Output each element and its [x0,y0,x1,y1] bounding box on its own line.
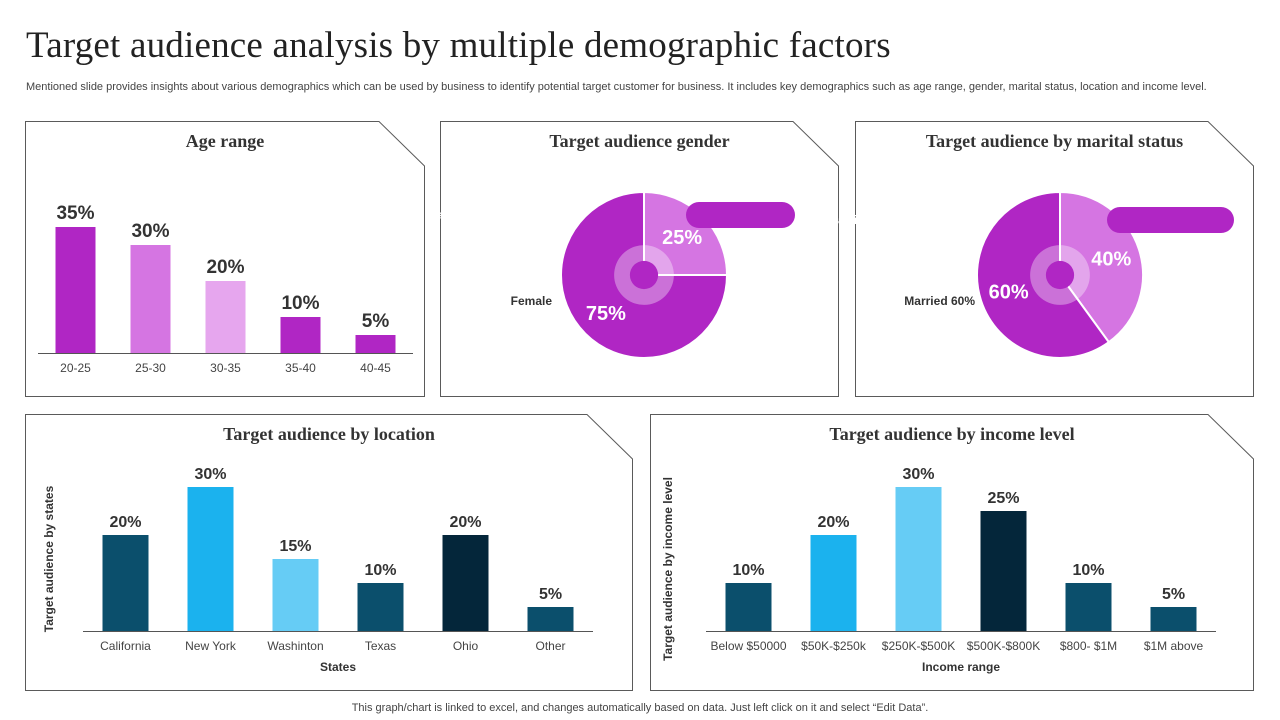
bar-value-label: 35% [56,203,94,224]
x-tick-label: 35-40 [285,361,316,375]
footer-note: This graph/chart is linked to excel, and… [351,702,929,714]
bar-value-label: 30% [131,221,169,242]
panel-frame [855,121,1254,397]
x-tick-label: Texas [365,639,396,653]
income-bar-chart: 10% Below $50000 20% $50K-$250k 30% $250K-$50… [661,466,1216,674]
age-range-bar-chart: 35% 20-25 30% 25-30 20% 30-35 10% 35-40 5% 40-45 [38,203,413,375]
pie-center-dot [1045,260,1075,290]
bar--800-1m [1065,583,1112,631]
bar-new-york [187,487,234,631]
bar-20-25 [55,227,96,353]
panel-frame [25,414,633,691]
panel-income: Target audience by income level 10% Below… [650,414,1254,691]
pie-slice-married [976,190,1111,359]
location-bar-chart: 20% California 30% New York 15% Washinton 10% T… [42,466,593,674]
bar-value-label: 20% [109,514,141,531]
x-tick-label: Other [535,639,565,653]
bar--50k-250k [810,535,857,631]
panel-marital-status: Target audience by marital status 40% 60%… [811,121,1254,397]
callout-label-first: Male [427,208,454,222]
panel-frame [440,121,839,397]
bar--500k-800k [980,511,1027,631]
callout-pill [1107,207,1234,233]
bar-25-30 [130,245,171,353]
x-tick-label: $1M above [1144,639,1204,653]
bar-value-label: 15% [279,538,311,555]
x-tick-label: 30-35 [210,361,241,375]
bar-value-label: 25% [987,490,1019,507]
y-axis-title: Target audience by income level [661,477,675,661]
pie-value-label: 60% [989,282,1029,304]
pie-value-label: 40% [1091,248,1131,270]
gender-pie-chart: 25% 75% Male Female [427,190,795,359]
x-axis-title: States [320,660,356,674]
bar-value-label: 10% [1072,562,1104,579]
x-tick-label: 40-45 [360,361,391,375]
x-tick-label: $250K-$500K [882,639,955,653]
pie-center-dot [629,260,659,290]
x-tick-label: 20-25 [60,361,91,375]
bar-value-label: 20% [817,514,849,531]
bar-value-label: 10% [281,293,319,314]
bar-value-label: 5% [539,586,562,603]
bar-value-label: 20% [206,257,244,278]
x-tick-label: California [100,639,151,653]
chart-title: Target audience gender [549,131,730,151]
x-tick-label: $50K-$250k [801,639,867,653]
bar-value-label: 10% [732,562,764,579]
callout-label-first: Unmarried 40% [811,213,899,227]
pie-slice-female [560,190,729,359]
panel-frame [650,414,1254,691]
bar--250k-500k [895,487,942,631]
bar-value-label: 5% [1162,586,1185,603]
bar-30-35 [205,281,246,353]
bar-value-label: 5% [362,311,390,332]
bar-value-label: 10% [364,562,396,579]
x-tick-label: $500K-$800K [967,639,1040,653]
pie-value-label: 75% [586,303,626,325]
chart-title: Target audience by income level [829,424,1075,444]
chart-title: Target audience by location [223,424,435,444]
panel-gender: Target audience gender 25% 75% Male Female [427,121,839,397]
bar-below-50000 [725,583,772,631]
callout-label-second: Female [511,294,553,308]
x-tick-label: Washinton [267,639,323,653]
x-tick-label: Ohio [453,639,479,653]
panel-location: Target audience by location 20% Californi… [25,414,633,691]
bar-texas [357,583,404,631]
callout-pill [686,202,795,228]
bar-value-label: 30% [902,466,934,483]
page-title: Target audience analysis by multiple dem… [26,25,891,66]
y-axis-title: Target audience by states [42,485,56,632]
bar-california [102,535,149,631]
pie-value-label: 25% [662,227,702,249]
chart-title: Target audience by marital status [925,131,1184,151]
callout-label-second: Married 60% [904,294,975,308]
bar-35-40 [280,317,321,353]
marital-pie-chart: 40% 60% Unmarried 40% Married 60% [811,190,1234,359]
bar-ohio [442,535,489,631]
panel-age-range: Age range 35% 20-25 30% 25-30 20% 30-35 10% 35-… [25,121,425,397]
chart-title: Age range [185,131,265,151]
x-tick-label: 25-30 [135,361,166,375]
page-description: Mentioned slide provides insights about … [26,81,1207,93]
x-tick-label: Below $50000 [710,639,786,653]
x-tick-label: $800- $1M [1060,639,1117,653]
bar-value-label: 30% [194,466,226,483]
x-axis-title: Income range [922,660,1000,674]
panel-frame [25,121,425,397]
bar-washinton [272,559,319,631]
bar-other [527,607,574,631]
bar-40-45 [355,335,396,353]
bar-value-label: 20% [449,514,481,531]
bar--1m-above [1150,607,1197,631]
x-tick-label: New York [185,639,237,653]
